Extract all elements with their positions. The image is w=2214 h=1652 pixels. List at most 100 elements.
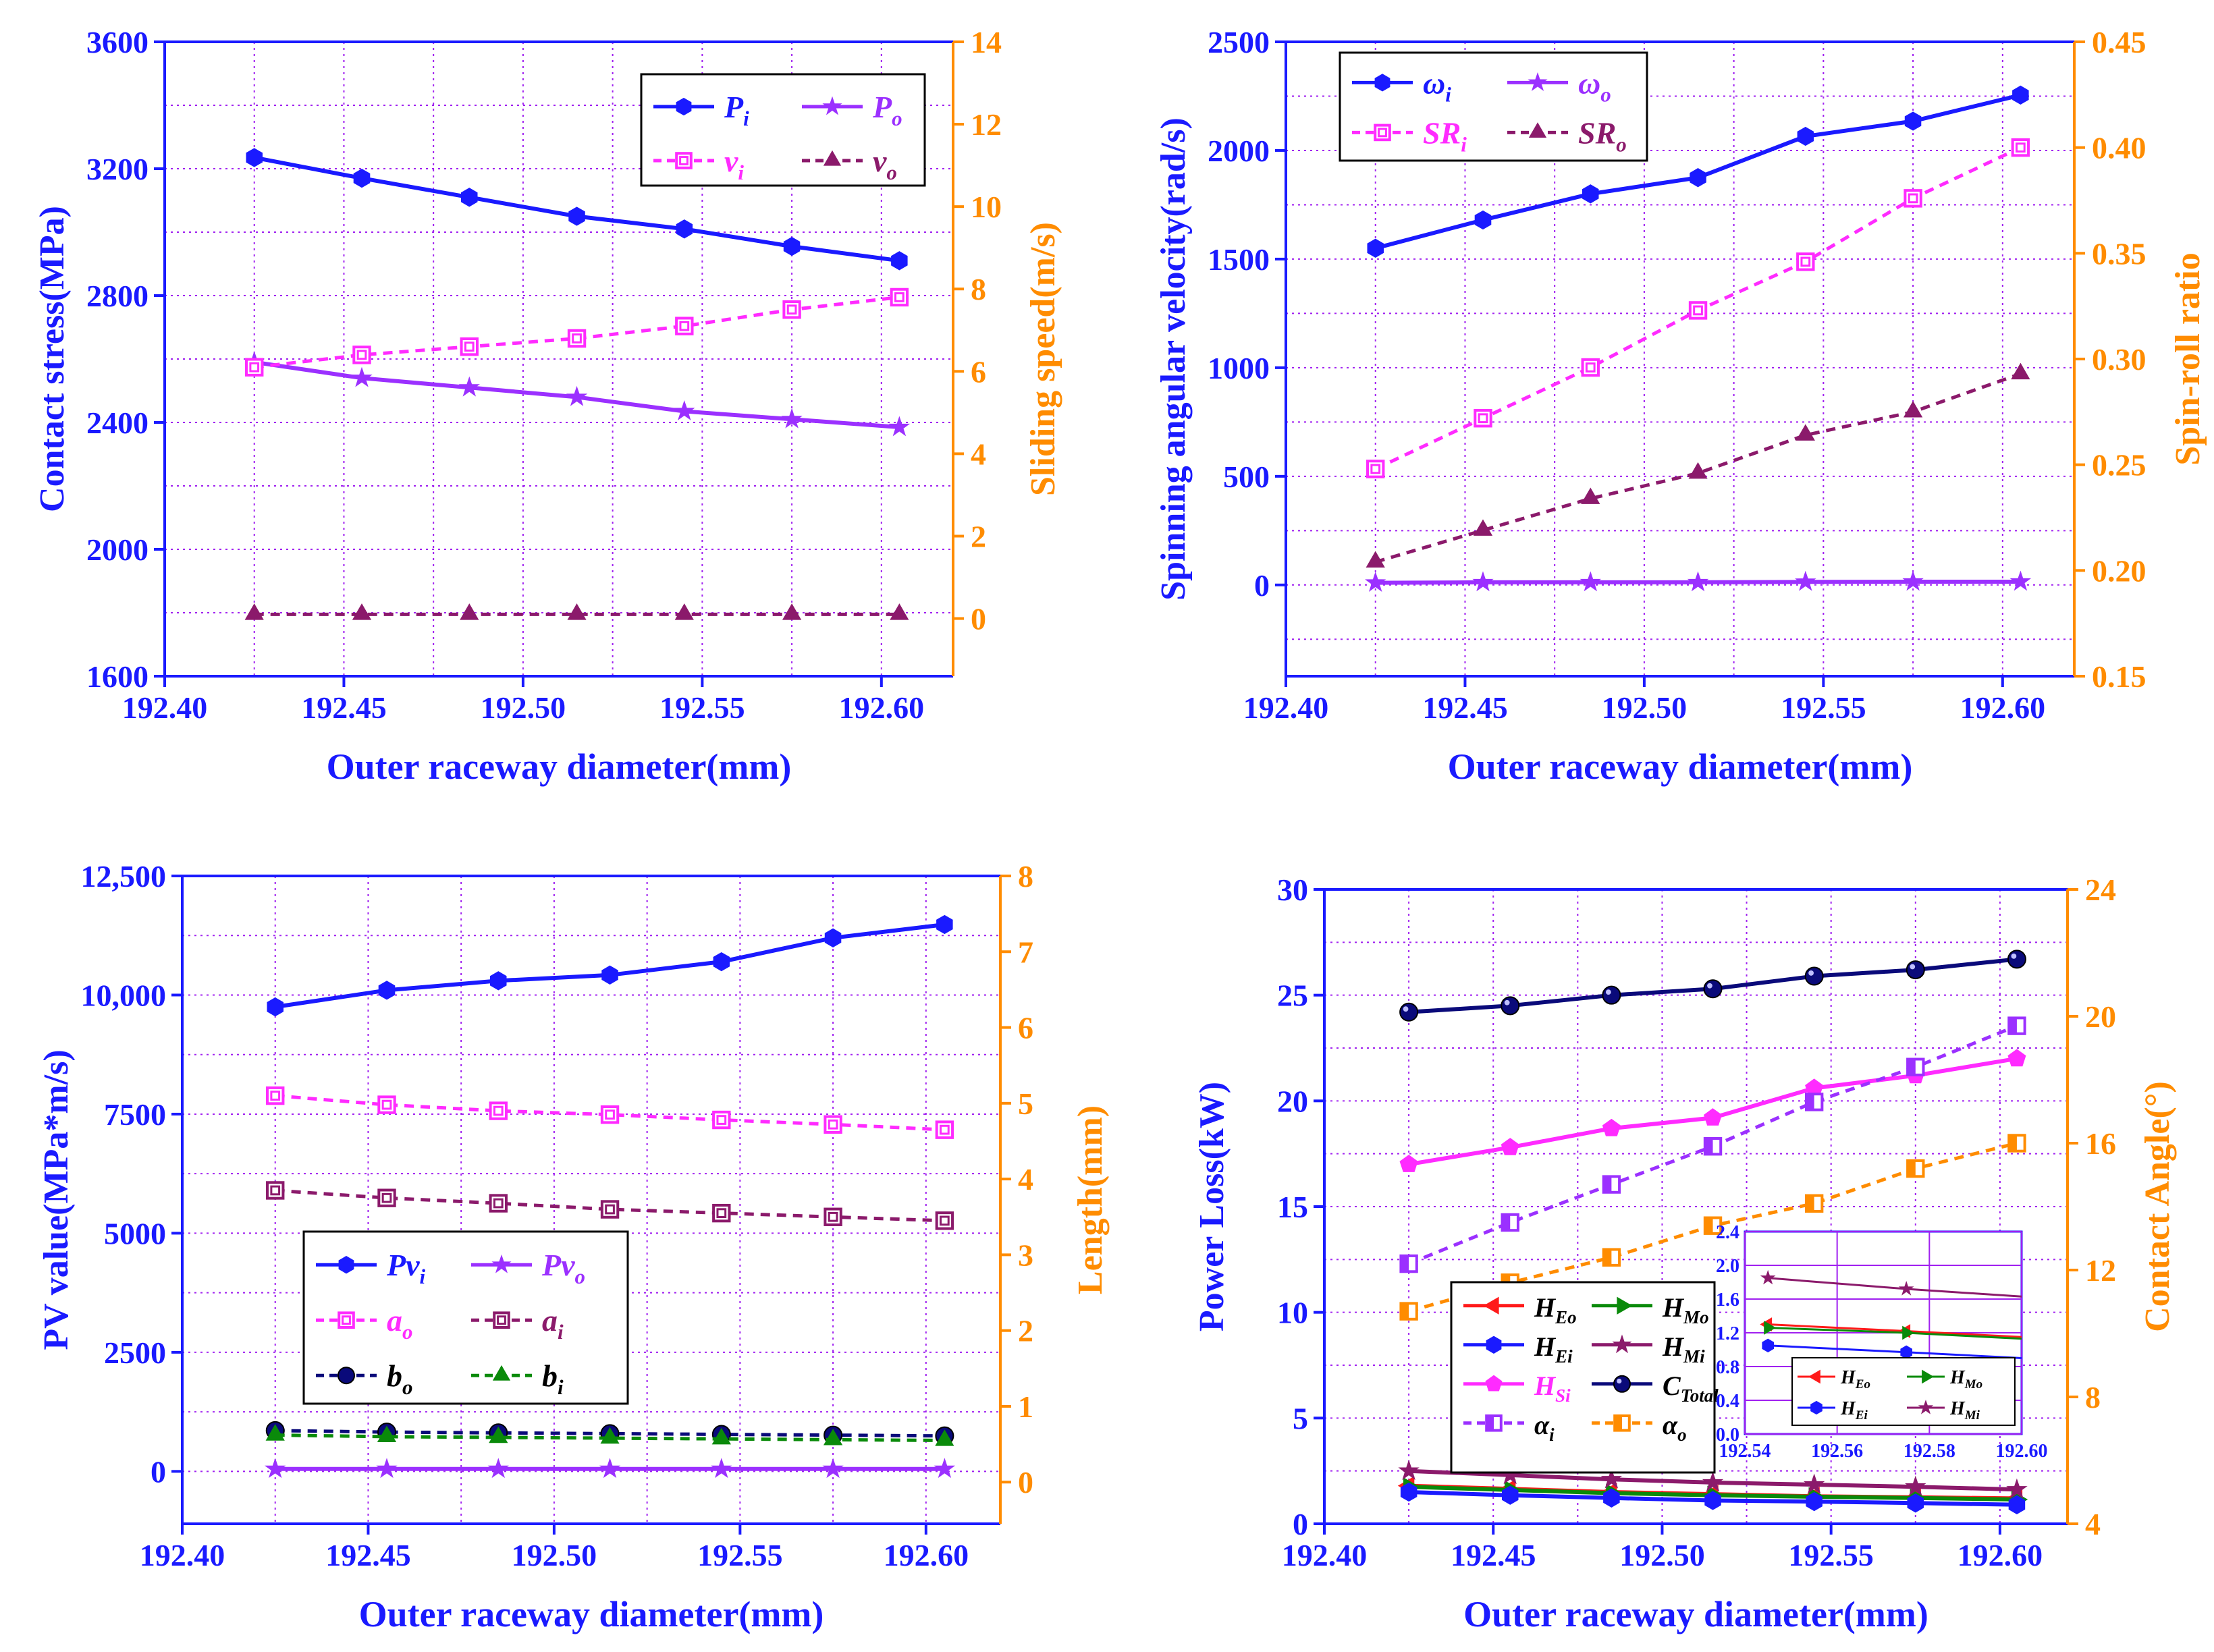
legend-label-sub: i	[1445, 82, 1451, 106]
y-tick-label: 5	[1293, 1401, 1308, 1435]
x-tick-label: 192.40	[1243, 690, 1329, 725]
inset-legend-label: HMi	[1949, 1398, 1980, 1423]
legend-label-main: C	[1663, 1371, 1681, 1401]
inset-y-tick-label: 1.6	[1716, 1290, 1739, 1311]
y-tick-label: 2800	[86, 279, 148, 313]
data-point	[458, 376, 481, 397]
x-tick-label: 192.45	[301, 690, 387, 725]
legend-label-main: b	[387, 1358, 402, 1393]
legend-label: bo	[387, 1358, 413, 1399]
data-point-inner	[381, 1099, 392, 1110]
legend-label-main: P	[872, 90, 892, 124]
data-point	[1399, 1002, 1419, 1022]
legend-label-main: H	[1534, 1331, 1557, 1362]
inset-legend-marker	[1810, 1400, 1823, 1415]
data-point-inner	[716, 1115, 727, 1125]
data-point	[2011, 138, 2030, 157]
y-tick-label: 3200	[86, 152, 148, 186]
chart-b: 192.40 192.45 192.50 192.55 192.60 0 500 1000 15…	[1154, 25, 2207, 787]
data-point	[824, 928, 842, 947]
legend-marker	[338, 1256, 354, 1274]
y-tick-label: 20	[1277, 1084, 1308, 1118]
y2-tick-label: 1	[1018, 1389, 1033, 1424]
y2-tick-label: 8	[2085, 1380, 2101, 1414]
x-tick-label: 192.40	[140, 1538, 225, 1572]
series-SR-i	[1366, 138, 2030, 478]
y-tick-label: 3600	[86, 25, 148, 59]
y2-tick-label: 8	[1018, 859, 1033, 893]
legend-label-sub: i	[738, 161, 744, 184]
legend-label: αi	[1534, 1410, 1555, 1445]
data-point	[567, 603, 587, 620]
data-point-fill	[1806, 1094, 1814, 1110]
legend-label-sub: i	[558, 1320, 564, 1344]
data-point	[600, 1427, 620, 1444]
x-tick-label: 192.45	[1451, 1538, 1536, 1572]
series-C-Total	[1399, 949, 2026, 1022]
data-point	[890, 287, 909, 307]
data-point	[1688, 462, 1708, 479]
legend-marker-inner	[679, 156, 688, 165]
inset-data-point	[1898, 1281, 1914, 1296]
data-point-inner	[716, 1208, 727, 1218]
y2-tick-label: 0.20	[2092, 553, 2146, 588]
data-point	[353, 168, 371, 188]
data-point	[783, 236, 801, 256]
inset-legend-marker	[1922, 1369, 1934, 1384]
legend-label-sub: o	[402, 1320, 413, 1344]
data-point	[675, 316, 694, 335]
data-point-inner	[381, 1192, 392, 1203]
inset-x-tick-label: 192.58	[1904, 1441, 1955, 1462]
legend-label-sub: o	[1677, 1425, 1687, 1445]
data-point	[1581, 358, 1600, 377]
data-point-fill	[1603, 1176, 1612, 1192]
data-point	[566, 385, 588, 406]
data-point-inner	[1478, 413, 1488, 424]
data-point	[1803, 1473, 1825, 1494]
series-H-Mi	[1398, 1460, 2028, 1499]
y-tick-label: 2500	[104, 1336, 166, 1370]
legend-label-sub: Mi	[1683, 1346, 1705, 1367]
data-point	[1688, 301, 1708, 320]
legend-marker	[1486, 1336, 1502, 1354]
x-tick-label: 192.50	[481, 690, 566, 725]
data-point	[1796, 252, 1815, 271]
data-point	[1501, 996, 1520, 1016]
inset-y-tick-label: 2.0	[1716, 1256, 1739, 1277]
x-tick-label: 192.55	[659, 690, 745, 725]
data-point-inner	[679, 321, 690, 331]
data-point	[824, 1115, 842, 1134]
data-point	[890, 603, 909, 620]
data-point	[351, 366, 373, 387]
legend-label-main: α	[1663, 1410, 1678, 1440]
data-point	[266, 1086, 285, 1105]
y2-tick-label: 6	[971, 354, 986, 389]
data-point-inner	[249, 362, 260, 373]
data-point	[936, 914, 953, 935]
data-point-fill	[1502, 1214, 1511, 1231]
data-point	[460, 603, 479, 620]
inset-x-tick-label: 192.60	[1996, 1441, 2048, 1462]
legend-label-sub: i	[743, 107, 749, 130]
y-tick-label: 0	[151, 1454, 166, 1489]
legend-label: vo	[873, 144, 897, 184]
data-point-fill	[1603, 1249, 1612, 1265]
legend-label-sub: Si	[1555, 1385, 1571, 1406]
y2-tick-label: 10	[971, 190, 1002, 224]
data-point	[674, 603, 694, 620]
legend-label-sub: o	[1600, 82, 1611, 106]
data-point-inner	[894, 292, 905, 302]
legend-label: SRi	[1423, 115, 1467, 156]
legend-marker	[1483, 1296, 1499, 1315]
x-tick-label: 192.40	[1282, 1538, 1368, 1572]
x-tick-label: 192.60	[1960, 690, 2046, 725]
data-point	[1400, 1482, 1418, 1502]
y2-tick-label: 0.40	[2092, 131, 2146, 165]
legend-label-sub: Eo	[1555, 1307, 1577, 1327]
data-point-fill	[2009, 1018, 2017, 1034]
data-point	[265, 1424, 285, 1441]
inset-legend-label-sub: Mo	[1964, 1377, 1982, 1392]
legend-label-sub: o	[892, 107, 902, 130]
data-point	[1806, 1491, 1823, 1512]
